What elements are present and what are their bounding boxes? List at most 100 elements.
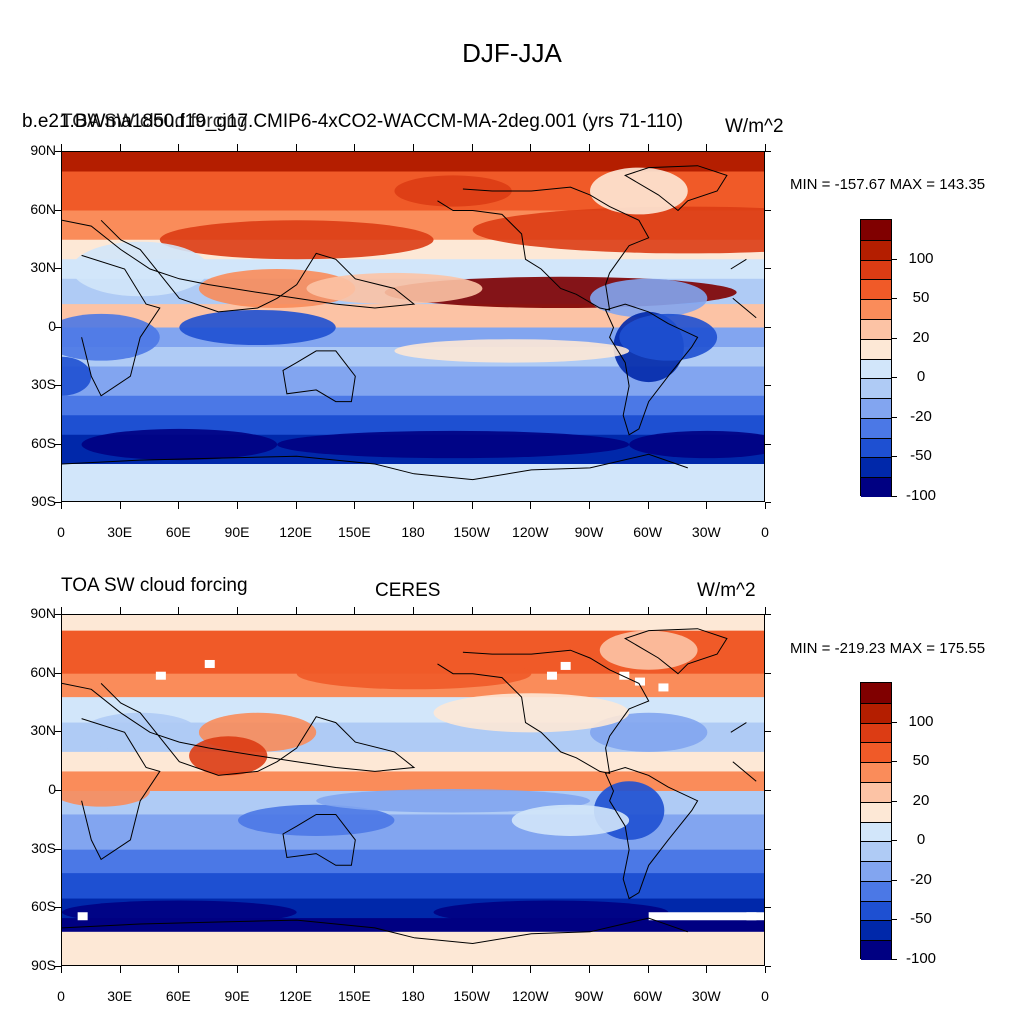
lat-tick [55, 151, 61, 152]
lat-tick [55, 268, 61, 269]
colorbar-cell [861, 900, 891, 921]
coastline [624, 628, 728, 675]
colorbar-tick [891, 456, 897, 458]
lat-tick [55, 614, 61, 615]
lat-tick-label: 90N [30, 142, 56, 158]
field-band [62, 931, 764, 965]
colorbar-cell [861, 762, 891, 783]
missing-data-cell [658, 683, 669, 692]
colorbar-cell [861, 358, 891, 379]
lon-tick-label: 90E [224, 524, 250, 540]
colorbar-divider [861, 762, 891, 764]
lat-tick [765, 268, 771, 269]
lat-tick-label: 0 [48, 781, 56, 797]
lon-tick-label: 0 [57, 524, 65, 540]
lon-tick-label: 0 [761, 988, 769, 1004]
coastline [282, 814, 356, 866]
lon-tick [471, 502, 473, 509]
colorbar-label: -20 [910, 870, 932, 888]
lat-tick [55, 731, 61, 733]
colorbar-label: 100 [908, 249, 934, 267]
field-blob [238, 804, 395, 836]
missing-data-cell [204, 659, 215, 668]
coastline [62, 219, 416, 313]
field-band [62, 615, 764, 632]
lat-tick [55, 790, 61, 791]
colorbar-divider [861, 920, 891, 922]
lon-tick-label: 150W [453, 524, 490, 540]
lat-tick-label: 90N [30, 605, 56, 621]
lon-tick-label: 150E [337, 988, 371, 1004]
missing-data-cell [634, 677, 645, 686]
colorbar-label: 0 [916, 831, 926, 849]
field-blob [629, 430, 764, 459]
colorbar-label: -100 [905, 487, 937, 504]
lon-tick [119, 144, 121, 151]
colorbar-label: -20 [910, 407, 932, 425]
field-blob [71, 241, 209, 297]
missing-data-cell [77, 912, 88, 921]
lon-tick [61, 144, 62, 151]
colorbar-cell [861, 378, 891, 399]
field-blob [179, 309, 336, 346]
field-blob [62, 313, 160, 361]
lat-tick [55, 907, 61, 909]
main-title: DJF-JJA [462, 38, 562, 68]
colorbar-cell [861, 702, 891, 724]
missing-data-cell [155, 671, 166, 680]
lon-tick-label: 60W [633, 988, 663, 1004]
lon-tick-label: 120E [279, 524, 312, 540]
panel2-dataset-title: CERES [375, 580, 441, 601]
lon-tick [647, 502, 649, 509]
coastline [604, 766, 699, 900]
lat-tick-label: 60S [31, 898, 56, 915]
coastline [437, 186, 650, 311]
lat-tick [765, 385, 771, 386]
lon-tick [647, 966, 649, 973]
lon-tick-label: 150W [453, 988, 490, 1004]
colorbar-cell [861, 220, 891, 241]
lon-tick [765, 502, 766, 509]
colorbar-divider [861, 457, 891, 459]
panel1-units: W/m^2 [725, 116, 784, 137]
field-band [62, 849, 764, 874]
lat-tick [765, 848, 771, 850]
coastline [282, 350, 356, 403]
lon-tick [765, 144, 766, 151]
colorbar-label: 50 [912, 289, 930, 307]
colorbar-label: 100 [908, 712, 934, 730]
colorbar-tick [891, 879, 897, 881]
lon-tick-label: 180 [401, 988, 425, 1004]
lat-tick [55, 209, 61, 211]
colorbar-divider [861, 417, 891, 419]
field-blob [511, 804, 630, 836]
field-blob [599, 630, 698, 670]
field-band [62, 464, 764, 501]
lon-tick [61, 502, 62, 509]
field-blob [189, 736, 268, 776]
lon-tick [354, 607, 356, 614]
lon-tick [589, 502, 590, 509]
lat-tick [55, 672, 61, 674]
colorbar-cell [861, 259, 891, 280]
lat-tick [765, 672, 771, 674]
colorbar-cell [861, 801, 891, 822]
lon-tick [237, 144, 238, 151]
lon-tick [237, 966, 238, 973]
colorbar-cell [861, 781, 891, 803]
lon-tick [413, 966, 414, 973]
lon-tick [589, 966, 590, 973]
colorbar-cell [861, 437, 891, 458]
lat-tick-label: 30S [31, 839, 56, 856]
lon-tick [413, 502, 414, 509]
lat-tick [765, 790, 771, 791]
lon-tick [471, 144, 473, 151]
colorbar-label: 0 [916, 368, 926, 386]
lat-tick-label: 90S [31, 957, 56, 973]
lat-tick-label: 30S [31, 376, 56, 392]
colorbar-label: -50 [910, 910, 932, 928]
lon-tick [471, 607, 473, 614]
colorbar-label: -100 [905, 950, 937, 967]
colorbar-cell [861, 457, 891, 478]
lon-tick-label: 90W [574, 988, 604, 1004]
